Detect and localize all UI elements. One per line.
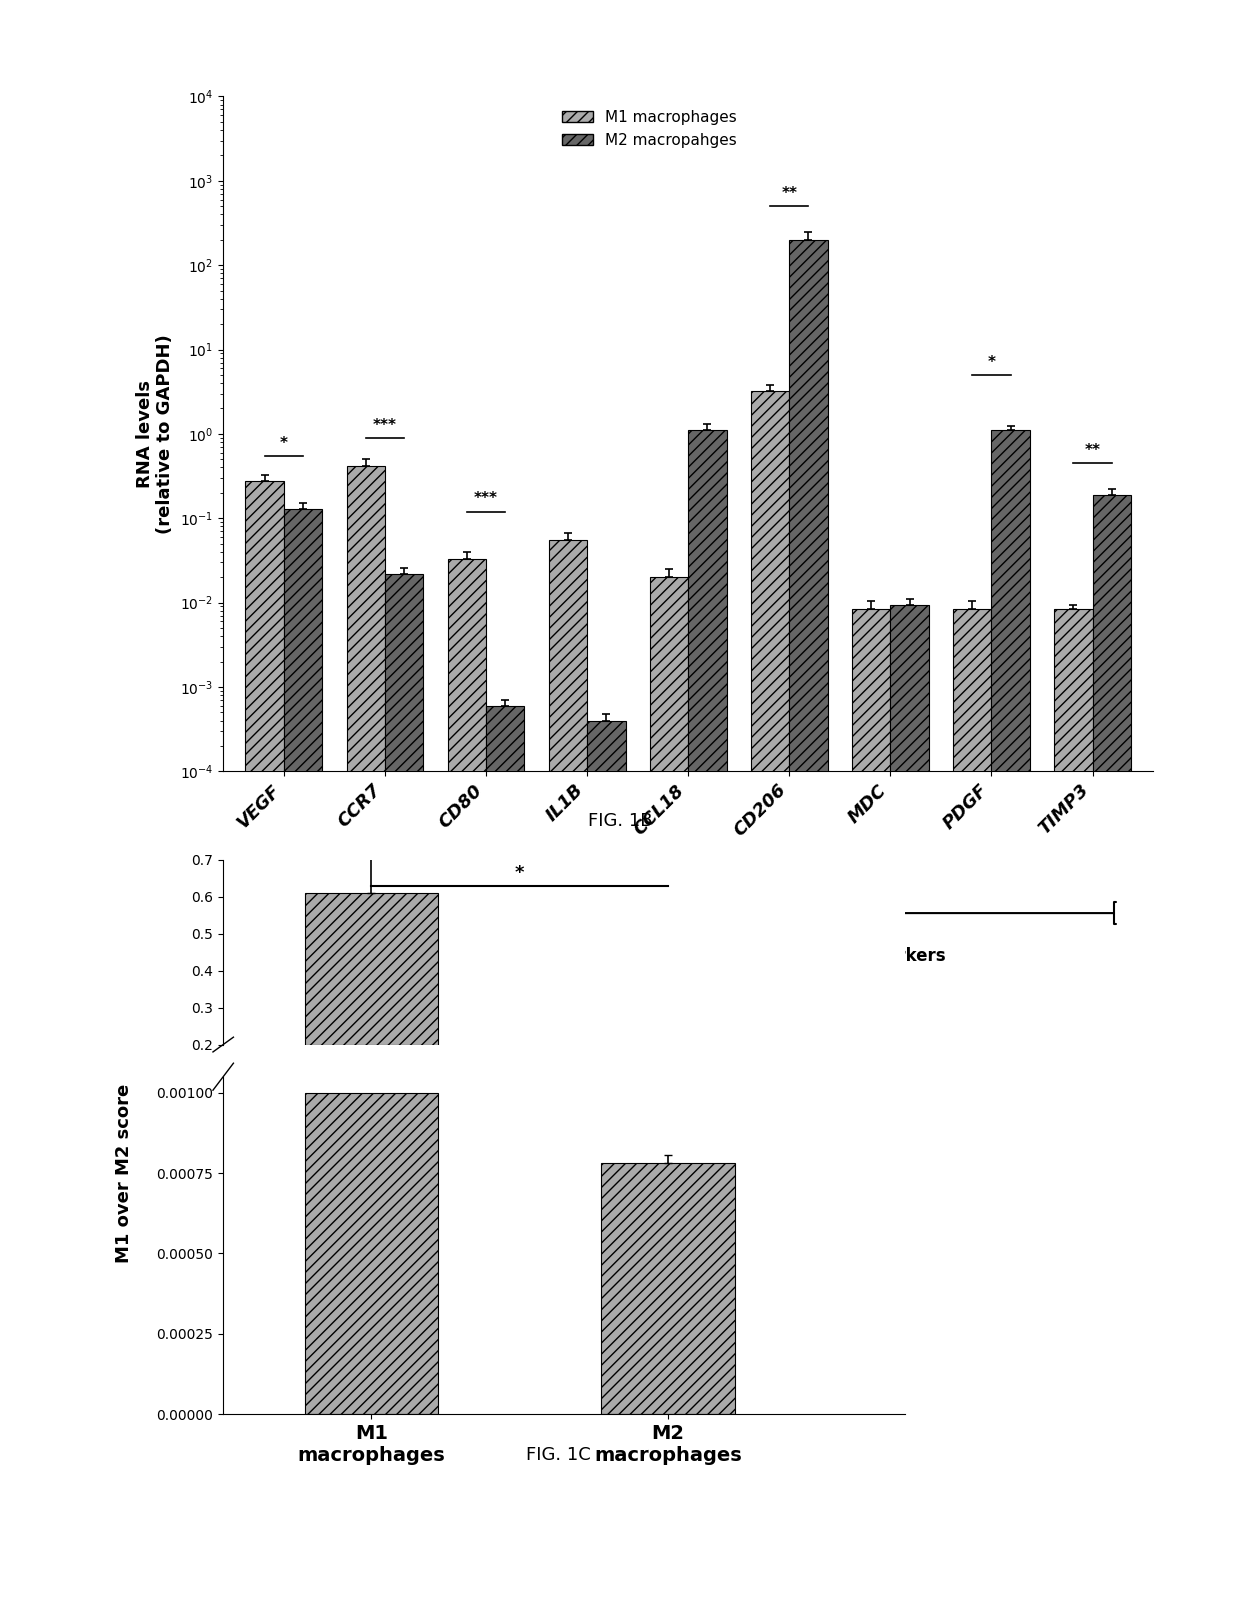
Text: FIG. 1B: FIG. 1B: [588, 812, 652, 829]
Bar: [751, 391, 790, 1607]
Bar: [852, 609, 890, 1607]
Text: M1 markers: M1 markers: [381, 947, 491, 964]
Text: M2 markers: M2 markers: [835, 947, 946, 964]
Bar: [1054, 609, 1092, 1607]
Text: **: **: [781, 186, 797, 201]
Text: *: *: [987, 355, 996, 370]
Bar: [448, 559, 486, 1607]
Bar: [688, 431, 727, 1607]
Text: ***: ***: [474, 492, 498, 506]
Bar: [587, 720, 625, 1607]
Bar: [305, 893, 438, 1045]
Text: FIG. 1C: FIG. 1C: [526, 1446, 590, 1464]
Bar: [790, 239, 827, 1607]
Bar: [650, 577, 688, 1607]
Y-axis label: RNA levels
(relative to GAPDH): RNA levels (relative to GAPDH): [135, 334, 175, 534]
Bar: [246, 480, 284, 1607]
Text: **: **: [1085, 444, 1101, 458]
Bar: [601, 1163, 734, 1414]
Bar: [384, 574, 423, 1607]
Bar: [548, 540, 587, 1607]
Text: ***: ***: [373, 418, 397, 432]
Bar: [305, 1093, 438, 1414]
Bar: [992, 431, 1030, 1607]
Bar: [890, 604, 929, 1607]
Bar: [284, 509, 322, 1607]
Bar: [486, 705, 525, 1607]
Text: *: *: [515, 865, 525, 882]
Text: M1 over M2 score: M1 over M2 score: [115, 1083, 133, 1263]
Legend: M1 macrophages, M2 macropahges: M1 macrophages, M2 macropahges: [557, 104, 743, 154]
Bar: [1092, 495, 1131, 1607]
Text: *: *: [280, 435, 288, 450]
Bar: [346, 466, 384, 1607]
Bar: [954, 609, 992, 1607]
